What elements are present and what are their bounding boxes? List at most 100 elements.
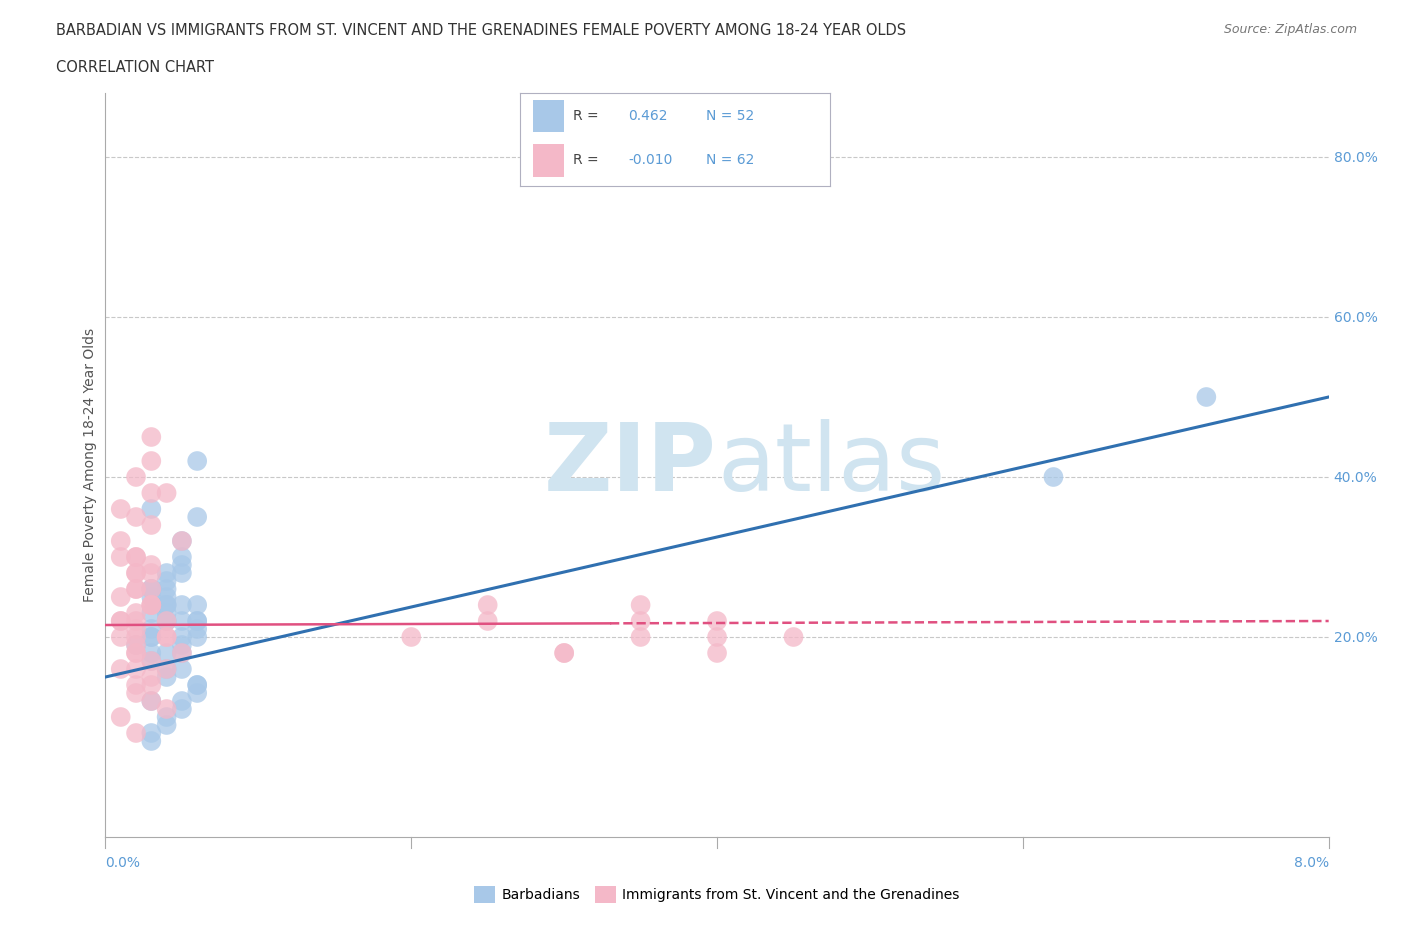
Point: [141, 590, 163, 604]
Point: [141, 630, 163, 644]
Point: [186, 678, 208, 693]
Point: [110, 590, 132, 604]
Bar: [533, 100, 564, 132]
Point: [706, 614, 728, 629]
Text: N = 52: N = 52: [706, 109, 754, 123]
Point: [141, 430, 163, 445]
Point: [155, 701, 177, 716]
Point: [170, 645, 193, 660]
Point: [125, 678, 148, 693]
Point: [630, 598, 652, 613]
Text: N = 62: N = 62: [706, 153, 754, 167]
Point: [477, 598, 499, 613]
Point: [399, 630, 422, 644]
Point: [110, 550, 132, 565]
Point: [141, 598, 163, 613]
Point: [186, 598, 208, 613]
Point: [110, 710, 132, 724]
Text: CORRELATION CHART: CORRELATION CHART: [56, 60, 214, 75]
Point: [125, 510, 148, 525]
Point: [141, 581, 163, 596]
Text: atlas: atlas: [717, 419, 945, 511]
Point: [186, 614, 208, 629]
Point: [630, 630, 652, 644]
Point: [155, 614, 177, 629]
Point: [1195, 390, 1218, 405]
Point: [155, 598, 177, 613]
Point: [170, 598, 193, 613]
Point: [155, 574, 177, 589]
Point: [141, 565, 163, 580]
Point: [155, 710, 177, 724]
Point: [155, 565, 177, 580]
Point: [553, 645, 575, 660]
Text: ZIP: ZIP: [544, 419, 717, 511]
Point: [141, 485, 163, 500]
Point: [170, 701, 193, 716]
Point: [110, 614, 132, 629]
Point: [141, 630, 163, 644]
Point: [125, 565, 148, 580]
Text: BARBADIAN VS IMMIGRANTS FROM ST. VINCENT AND THE GRENADINES FEMALE POVERTY AMONG: BARBADIAN VS IMMIGRANTS FROM ST. VINCENT…: [56, 23, 907, 38]
Point: [125, 550, 148, 565]
Point: [170, 694, 193, 709]
Point: [477, 614, 499, 629]
Point: [110, 534, 132, 549]
Point: [155, 581, 177, 596]
Point: [125, 725, 148, 740]
Point: [155, 645, 177, 660]
Point: [782, 630, 804, 644]
Point: [170, 550, 193, 565]
Text: 0.462: 0.462: [628, 109, 668, 123]
Point: [141, 454, 163, 469]
Point: [125, 581, 148, 596]
Bar: [533, 144, 564, 177]
Point: [110, 661, 132, 676]
Point: [155, 630, 177, 644]
Point: [155, 614, 177, 629]
Point: [706, 645, 728, 660]
Point: [155, 661, 177, 676]
Point: [125, 565, 148, 580]
Point: [1042, 470, 1064, 485]
Point: [125, 470, 148, 485]
Point: [141, 654, 163, 669]
Point: [141, 645, 163, 660]
Point: [141, 501, 163, 516]
Point: [155, 718, 177, 733]
Y-axis label: Female Poverty Among 18-24 Year Olds: Female Poverty Among 18-24 Year Olds: [83, 328, 97, 602]
Point: [155, 605, 177, 620]
Text: 8.0%: 8.0%: [1294, 856, 1329, 870]
Point: [125, 645, 148, 660]
Point: [170, 534, 193, 549]
Point: [155, 598, 177, 613]
Point: [141, 734, 163, 749]
Point: [141, 605, 163, 620]
Point: [155, 614, 177, 629]
Point: [141, 694, 163, 709]
Point: [186, 454, 208, 469]
Point: [110, 614, 132, 629]
Point: [125, 550, 148, 565]
Point: [186, 630, 208, 644]
Point: [170, 534, 193, 549]
Text: -0.010: -0.010: [628, 153, 673, 167]
Point: [186, 621, 208, 636]
Point: [141, 581, 163, 596]
Point: [110, 501, 132, 516]
Point: [170, 638, 193, 653]
Point: [125, 630, 148, 644]
Point: [170, 558, 193, 573]
Point: [125, 661, 148, 676]
Point: [125, 621, 148, 636]
Point: [141, 678, 163, 693]
Point: [141, 725, 163, 740]
Text: R =: R =: [572, 109, 599, 123]
Legend: Barbadians, Immigrants from St. Vincent and the Grenadines: Barbadians, Immigrants from St. Vincent …: [468, 880, 966, 909]
Text: R =: R =: [572, 153, 599, 167]
Point: [125, 638, 148, 653]
Point: [186, 685, 208, 700]
Point: [170, 565, 193, 580]
Point: [125, 581, 148, 596]
Point: [141, 621, 163, 636]
